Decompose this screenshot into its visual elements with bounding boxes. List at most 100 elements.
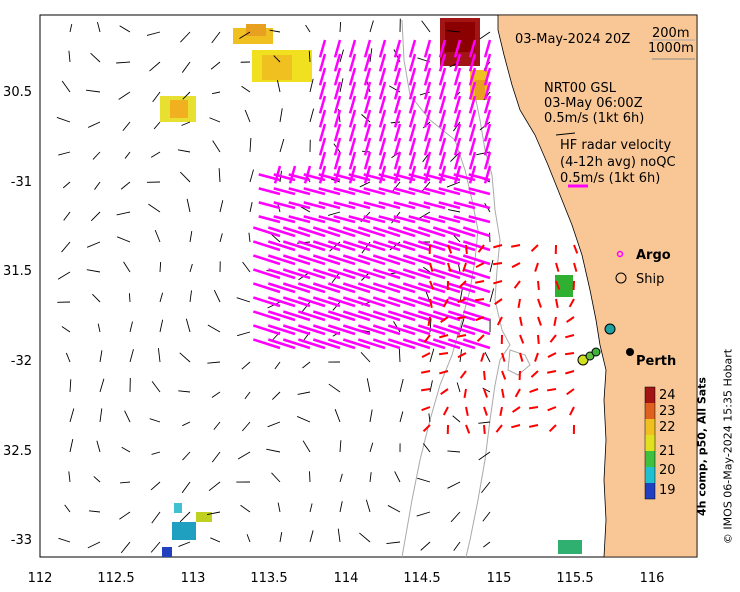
current-arrow (483, 109, 492, 128)
current-arrow (333, 151, 342, 170)
current-arrow (342, 240, 371, 252)
current-arrow (474, 280, 485, 284)
current-arrow (468, 137, 477, 156)
current-arrow (309, 471, 311, 483)
current-arrow (447, 324, 476, 336)
current-arrow (117, 236, 131, 243)
current-arrow (312, 268, 341, 280)
current-arrow (423, 53, 432, 72)
current-arrow (248, 232, 251, 243)
current-arrow (372, 338, 401, 350)
current-arrow (212, 140, 221, 153)
current-arrow (537, 334, 540, 345)
current-arrow (447, 226, 476, 238)
ship-marker[interactable] (591, 347, 601, 357)
current-arrow (177, 149, 191, 153)
radar-label-2: (4-12h avg) noQC (560, 155, 676, 170)
radar-label-1: HF radar velocity (560, 138, 672, 153)
current-arrow (565, 334, 575, 339)
current-arrow (305, 24, 311, 33)
current-arrow (297, 254, 326, 266)
current-arrow (288, 187, 311, 196)
current-arrow (179, 511, 191, 523)
current-arrow (447, 450, 461, 453)
current-arrow (123, 261, 131, 273)
y-axis: 30.5 -31 31.5 -32 32.5 -33 (3, 85, 32, 548)
current-arrow (186, 198, 191, 213)
current-arrow (267, 421, 281, 428)
current-arrow (457, 298, 467, 304)
depth-label-200: 200m (652, 26, 689, 41)
current-arrow (92, 293, 101, 303)
current-arrow (369, 20, 374, 33)
current-arrow (279, 138, 285, 153)
current-arrow (151, 451, 161, 455)
current-arrow (438, 109, 447, 128)
current-arrow (555, 298, 559, 309)
current-arrow (249, 201, 253, 213)
y-tick-label: 32.5 (3, 444, 32, 459)
current-arrow (566, 388, 575, 396)
current-arrow (369, 409, 373, 423)
current-arrow (309, 530, 314, 543)
current-arrow (363, 187, 386, 196)
current-arrow (372, 268, 401, 280)
current-arrow (453, 39, 462, 58)
current-arrow (236, 297, 251, 303)
current-arrow (402, 268, 431, 280)
current-arrow (423, 173, 446, 182)
current-arrow (489, 259, 494, 273)
current-arrow (56, 117, 71, 123)
current-arrow (363, 39, 372, 58)
current-arrow (408, 187, 431, 196)
current-arrow (348, 173, 371, 182)
current-arrow (312, 254, 341, 266)
current-arrow (408, 53, 417, 72)
current-arrow (553, 316, 557, 327)
current-arrow (333, 53, 342, 72)
current-arrow (363, 151, 372, 170)
current-arrow (360, 352, 371, 363)
current-arrow (447, 338, 476, 350)
current-arrow (303, 187, 326, 196)
current-arrow (213, 421, 221, 430)
current-arrow (297, 391, 311, 395)
current-arrow (378, 81, 387, 100)
current-arrow (333, 109, 342, 128)
isobaths (401, 19, 531, 558)
current-arrow (408, 39, 417, 58)
current-arrow (357, 296, 386, 308)
current-arrow (318, 123, 327, 142)
velocity-arrows (56, 18, 579, 554)
current-arrow (462, 226, 491, 238)
current-arrow (442, 298, 449, 308)
mooring-marker[interactable] (604, 323, 616, 335)
current-arrow (534, 262, 539, 272)
current-arrow (69, 439, 74, 453)
current-arrow (210, 537, 221, 543)
current-arrow (267, 254, 296, 266)
current-arrow (357, 338, 386, 350)
current-arrow (468, 201, 491, 210)
current-arrow (438, 39, 447, 58)
current-arrow (511, 424, 521, 429)
current-arrow (297, 338, 326, 350)
current-arrow (534, 352, 539, 362)
current-arrow (159, 292, 164, 303)
current-arrow (369, 442, 374, 453)
current-arrow (211, 31, 221, 44)
current-arrow (456, 334, 467, 338)
ship-legend-marker (615, 272, 627, 284)
current-arrow (86, 241, 101, 248)
current-arrow (393, 39, 402, 58)
current-arrow (86, 269, 101, 273)
current-arrow (394, 471, 401, 483)
current-arrow (453, 67, 462, 86)
current-arrow (372, 254, 401, 266)
current-arrow (408, 81, 417, 100)
current-arrow (363, 109, 372, 128)
current-arrow (303, 173, 326, 182)
current-arrow (447, 481, 461, 489)
current-arrow (120, 541, 131, 554)
